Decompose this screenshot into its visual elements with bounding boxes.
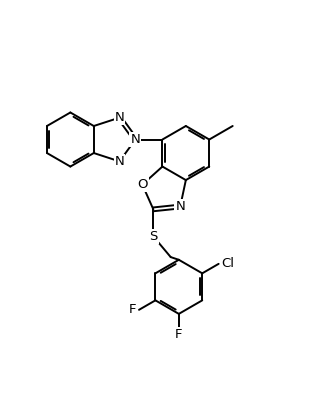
Text: N: N (131, 133, 140, 146)
Text: O: O (137, 178, 148, 191)
Text: F: F (129, 303, 136, 316)
Text: N: N (115, 155, 124, 168)
Text: F: F (175, 328, 182, 341)
Text: N: N (115, 111, 124, 124)
Text: S: S (149, 230, 157, 243)
Text: N: N (175, 200, 185, 213)
Text: Cl: Cl (221, 258, 234, 270)
